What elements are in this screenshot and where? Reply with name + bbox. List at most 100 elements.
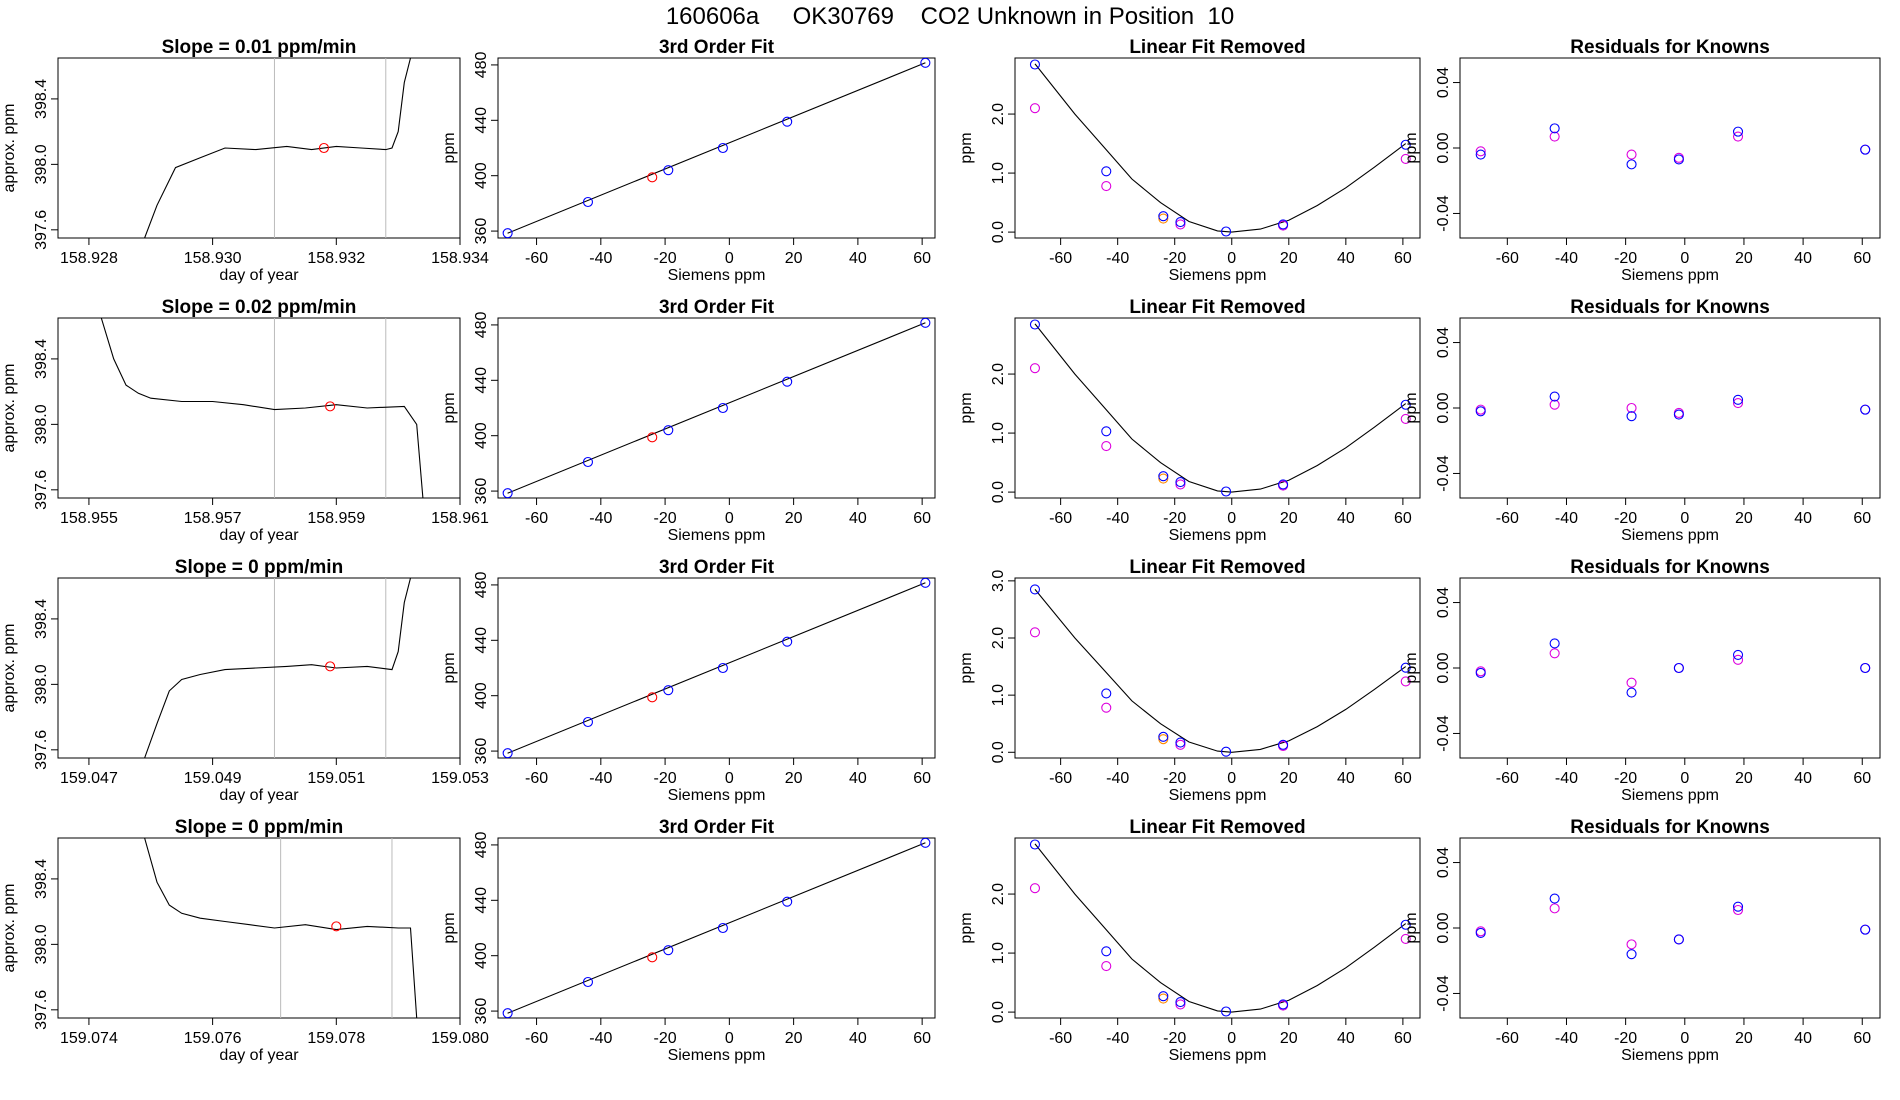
- plot-frame: [1014, 317, 1421, 499]
- plot-frame: [497, 837, 936, 1019]
- data-layer: [502, 58, 931, 238]
- x-tick-label: 40: [1794, 510, 1812, 527]
- x-tick-label: -20: [1614, 770, 1637, 787]
- unknown-mean-point: [318, 142, 329, 154]
- magenta-point: [1732, 398, 1744, 409]
- red-point: [647, 952, 658, 963]
- blue-point: [1221, 226, 1232, 237]
- blue-point: [1860, 662, 1871, 674]
- y-axis-label: ppm: [958, 652, 975, 683]
- x-tick-label: 0: [1227, 1030, 1236, 1047]
- plot-frame: [1459, 57, 1881, 239]
- panel-title: Linear Fit Removed: [1129, 817, 1305, 838]
- y-tick-label: 0.00: [1435, 392, 1452, 423]
- magenta-point: [1175, 479, 1186, 490]
- unknown-mean-point: [331, 921, 342, 932]
- unknown-mean-point: [325, 661, 336, 672]
- x-tick-label: -60: [525, 1030, 548, 1047]
- blue-point: [1732, 901, 1744, 912]
- y-tick-label: -0.04: [1435, 975, 1452, 1012]
- y-tick-label: 400: [473, 422, 490, 449]
- panel-r1-c4: Residuals for Knowns -60 -40 -20 0 20 40 60 -0.0…: [1403, 37, 1881, 284]
- x-tick-label: 0: [725, 510, 734, 527]
- magenta-point: [1101, 441, 1112, 452]
- magenta-point: [1029, 103, 1041, 114]
- x-tick-label: 40: [1337, 250, 1355, 267]
- data-layer: [1029, 839, 1411, 1017]
- x-tick-label: -40: [589, 1030, 612, 1047]
- panel-r4-c2: 3rd Order Fit -60 -40 -20 0 20 40 60 360 400 440 48…: [441, 817, 936, 1064]
- blue-point: [502, 228, 513, 238]
- x-tick-label: 158.934: [431, 250, 489, 267]
- y-tick-label: 0.00: [1435, 912, 1452, 943]
- y-tick-label: 397.6: [33, 470, 50, 510]
- y-tick-label: 360: [473, 478, 490, 505]
- blue-point: [1029, 319, 1041, 330]
- data-layer: [144, 578, 412, 758]
- magenta-point: [1400, 413, 1411, 424]
- blue-point: [1278, 219, 1289, 230]
- x-tick-label: -20: [1163, 770, 1186, 787]
- y-tick-label: 2.0: [990, 103, 1007, 125]
- x-axis-label: Siemens ppm: [1169, 267, 1267, 284]
- data-layer: [1029, 59, 1411, 237]
- x-tick-label: 20: [1280, 510, 1298, 527]
- panel-title: Slope = 0.01 ppm/min: [162, 37, 357, 58]
- blue-point: [1101, 166, 1112, 177]
- x-tick-label: 0: [1680, 250, 1689, 267]
- plot-frame: [57, 317, 461, 499]
- x-tick-label: -20: [1614, 250, 1637, 267]
- x-tick-label: 20: [1735, 770, 1753, 787]
- panel-title: Linear Fit Removed: [1129, 557, 1305, 578]
- blue-point: [1626, 949, 1637, 960]
- orange-point: [1158, 213, 1169, 224]
- x-tick-label: 20: [785, 1030, 803, 1047]
- x-tick-label: 0: [1227, 770, 1236, 787]
- magenta-point: [1626, 402, 1637, 414]
- data-layer: [1475, 391, 1871, 422]
- y-tick-label: 440: [473, 367, 490, 394]
- panel-r1-c3: Linear Fit Removed -60 -40 -20 0 20 40 60 0.0 1.0…: [958, 37, 1421, 284]
- y-tick-label: 480: [473, 831, 490, 858]
- x-tick-label: 40: [849, 510, 867, 527]
- x-axis-label: Siemens ppm: [1621, 1047, 1719, 1064]
- blue-point: [1029, 59, 1041, 70]
- y-tick-label: 0.0: [990, 481, 1007, 503]
- x-tick-label: -60: [1496, 250, 1519, 267]
- blue-point: [1673, 409, 1684, 420]
- x-tick-label: -40: [1106, 770, 1129, 787]
- blue-point: [1860, 924, 1871, 935]
- data-layer: [100, 318, 424, 498]
- blue-point: [663, 945, 674, 956]
- x-tick-label: -60: [1496, 770, 1519, 787]
- x-tick-label: 40: [1337, 1030, 1355, 1047]
- y-tick-label: 1.0: [990, 942, 1007, 964]
- blue-point: [1475, 406, 1486, 417]
- panel-r3-c4: Residuals for Knowns -60 -40 -20 0 20 40 60 -0.0…: [1403, 557, 1881, 804]
- blue-point: [1732, 126, 1744, 137]
- blue-point: [1549, 123, 1560, 134]
- y-tick-label: 0.04: [1435, 327, 1452, 358]
- y-tick-label: 397.6: [33, 990, 50, 1030]
- y-axis-label: approx. ppm: [1, 884, 18, 973]
- x-tick-label: -40: [1106, 250, 1129, 267]
- x-tick-label: 159.053: [431, 770, 489, 787]
- x-tick-label: 60: [1853, 250, 1871, 267]
- blue-point: [1158, 731, 1169, 742]
- x-tick-label: -20: [654, 510, 677, 527]
- x-tick-label: 158.955: [60, 510, 118, 527]
- y-tick-label: 440: [473, 627, 490, 654]
- x-tick-label: -40: [589, 510, 612, 527]
- red-point: [647, 692, 658, 703]
- panel-title: 3rd Order Fit: [659, 817, 775, 838]
- blue-point: [1549, 638, 1560, 649]
- x-tick-label: -60: [525, 510, 548, 527]
- panel-title: 3rd Order Fit: [659, 37, 775, 58]
- y-tick-label: 3.0: [990, 570, 1007, 592]
- blue-point: [1860, 404, 1871, 415]
- blue-point: [1158, 991, 1169, 1002]
- x-tick-label: 20: [1735, 510, 1753, 527]
- blue-point: [1673, 934, 1684, 945]
- y-tick-label: 480: [473, 311, 490, 338]
- magenta-point: [1101, 961, 1112, 972]
